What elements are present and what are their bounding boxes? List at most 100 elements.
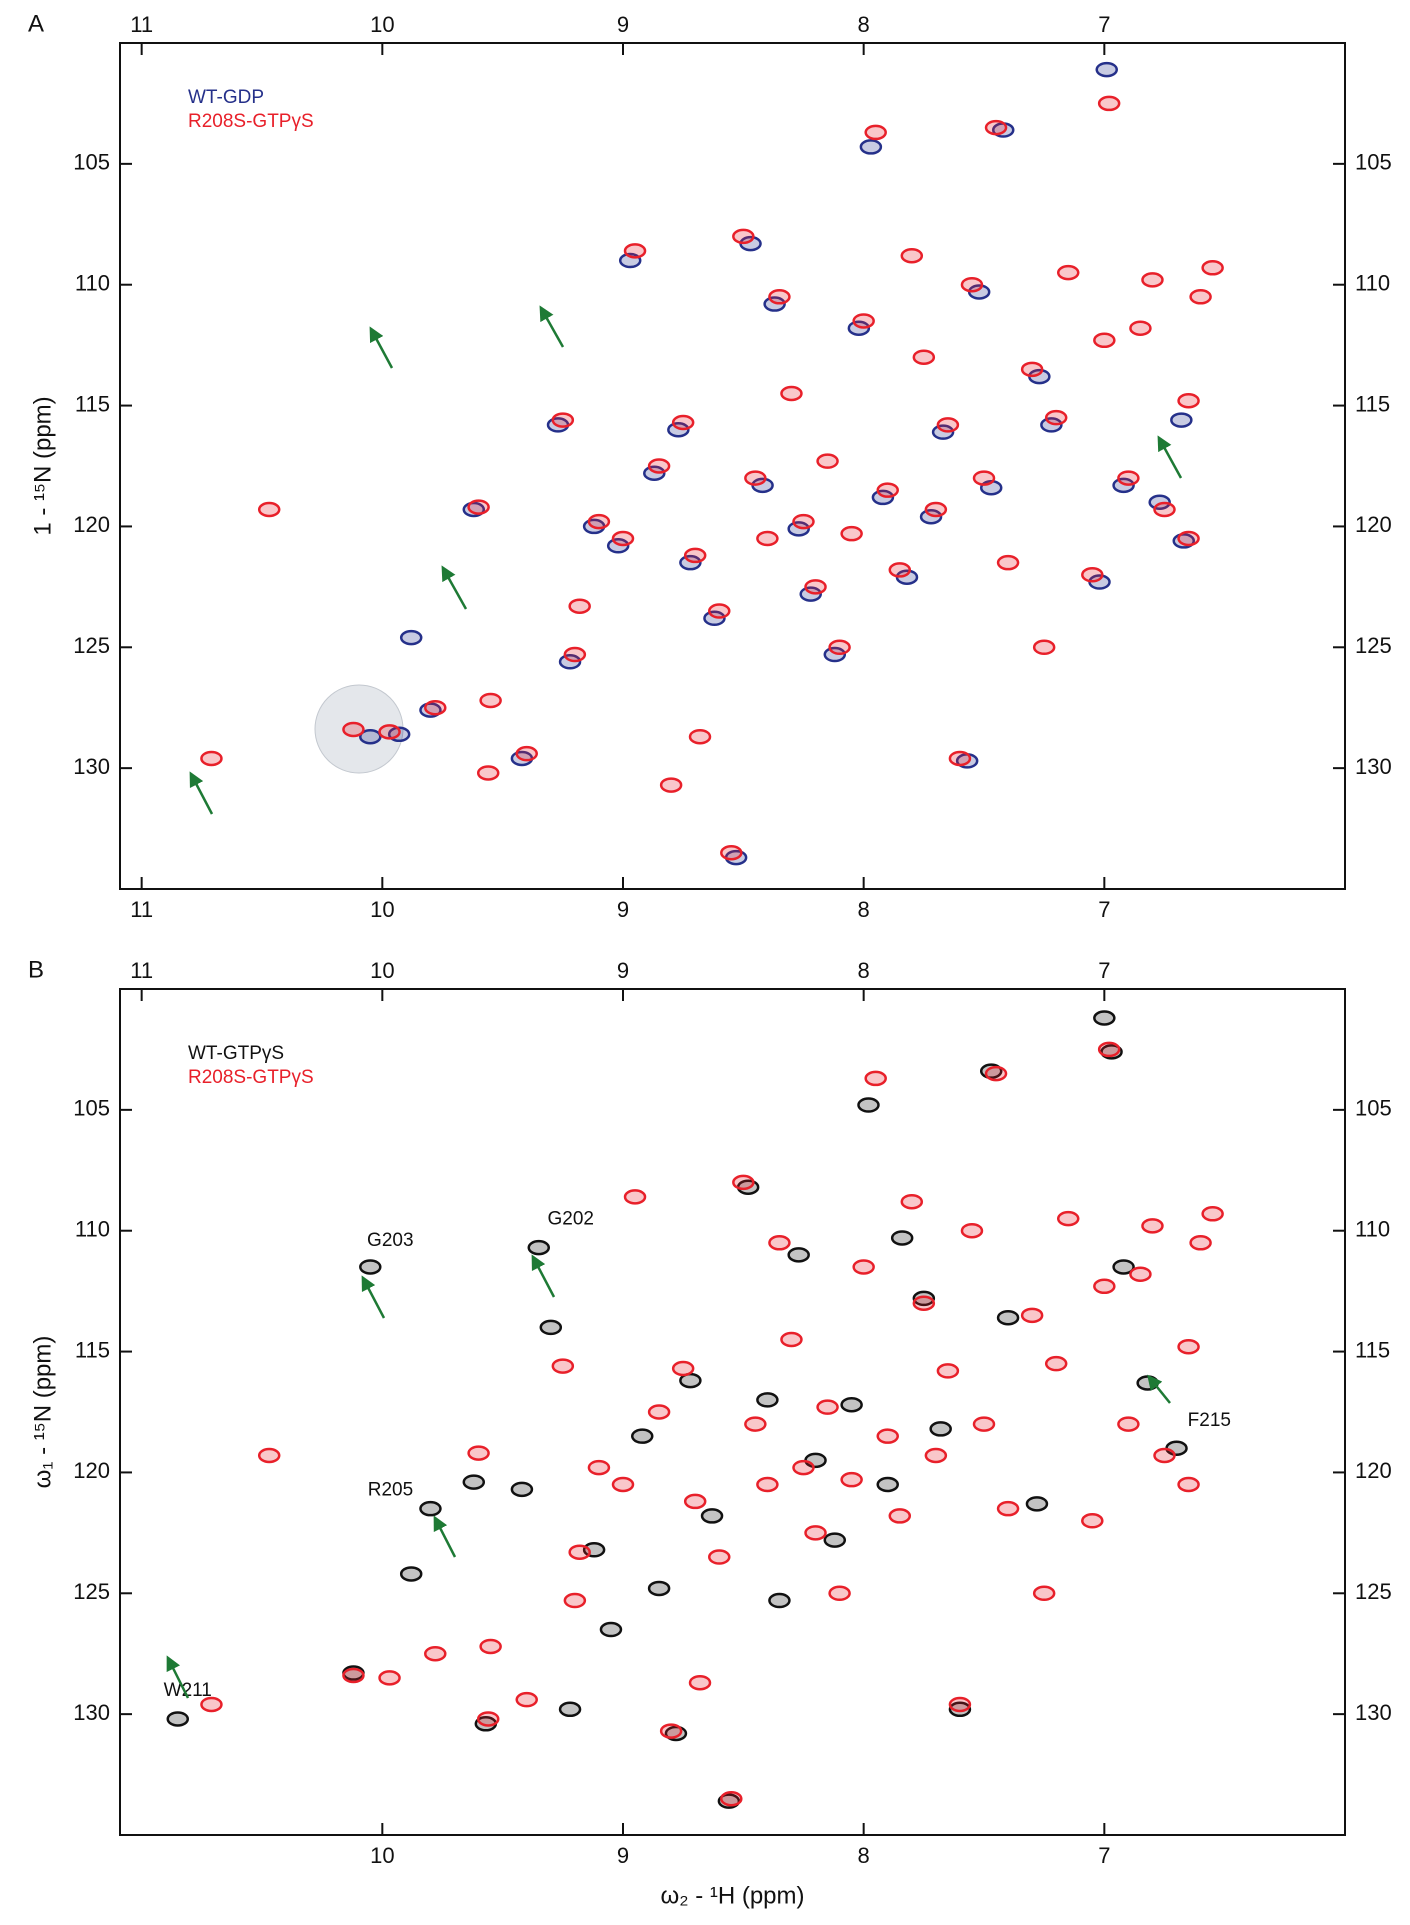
peak xyxy=(1141,272,1164,288)
peak xyxy=(683,547,707,564)
peak xyxy=(1093,1010,1116,1026)
peak xyxy=(732,228,755,245)
arrow xyxy=(361,1275,386,1319)
peak xyxy=(787,1247,810,1263)
y-tick-label: 105 xyxy=(1355,150,1392,175)
peak xyxy=(708,1549,731,1565)
peak xyxy=(1044,409,1068,426)
peak xyxy=(647,1404,671,1420)
peak xyxy=(568,1544,591,1560)
peak xyxy=(828,639,851,656)
peak xyxy=(1189,289,1212,305)
peak xyxy=(996,1500,1020,1517)
peak xyxy=(551,1358,575,1374)
peak xyxy=(799,586,822,602)
peak xyxy=(1170,412,1193,428)
peak xyxy=(948,1701,972,1718)
annotation: G202 xyxy=(548,1209,594,1230)
arrow xyxy=(539,305,565,348)
x-tick-label: 9 xyxy=(617,958,629,983)
peak xyxy=(378,1670,401,1686)
plot-frame xyxy=(119,988,1346,1836)
peak xyxy=(840,525,863,542)
peak xyxy=(792,513,815,530)
peak xyxy=(1117,470,1140,486)
peak xyxy=(890,1230,914,1246)
x-tick-label: 10 xyxy=(370,1843,394,1868)
peak xyxy=(900,1193,924,1210)
peak xyxy=(929,1421,952,1437)
y-tick-label: 115 xyxy=(1355,391,1390,416)
peak xyxy=(623,1189,647,1205)
peak xyxy=(912,1290,936,1307)
arrow xyxy=(369,326,394,369)
peak xyxy=(257,501,281,518)
peak xyxy=(768,289,791,305)
peak xyxy=(1117,1416,1140,1432)
y-tick-label: 120 xyxy=(1355,512,1392,537)
y-tick-label: 105 xyxy=(73,150,110,175)
peak xyxy=(768,1235,791,1251)
peak xyxy=(924,1447,948,1464)
peak xyxy=(611,1476,635,1493)
peak xyxy=(515,1691,538,1708)
peak xyxy=(551,412,575,428)
y-tick-label: 130 xyxy=(1355,754,1392,779)
x-tick-label: 11 xyxy=(130,897,153,922)
peak xyxy=(1177,392,1200,409)
y-tick-label: 115 xyxy=(1355,1337,1390,1362)
peak xyxy=(919,509,943,525)
x-tick-label: 11 xyxy=(130,12,153,37)
peak xyxy=(563,646,587,663)
peak xyxy=(342,1667,365,1684)
y-tick-label: 105 xyxy=(73,1096,110,1121)
peak xyxy=(780,1331,803,1348)
peak xyxy=(558,654,582,670)
x-tick-label: 8 xyxy=(858,958,870,983)
peak xyxy=(756,1392,779,1408)
arrow xyxy=(1157,435,1183,479)
peak xyxy=(900,247,924,264)
peak xyxy=(744,1416,767,1432)
peak xyxy=(859,139,883,155)
peak xyxy=(936,417,960,433)
peak xyxy=(823,1532,847,1548)
y-tick-label: 110 xyxy=(75,1217,110,1242)
peak xyxy=(1097,95,1121,112)
peak xyxy=(539,1319,563,1336)
peak xyxy=(1020,1307,1044,1324)
peak xyxy=(1129,1266,1152,1282)
peak xyxy=(683,1493,707,1510)
y-tick-label: 125 xyxy=(1355,633,1392,658)
peak xyxy=(1056,264,1080,281)
y-tick-label: 110 xyxy=(75,271,110,296)
peak xyxy=(780,385,803,402)
peak xyxy=(816,453,839,469)
peak xyxy=(720,1790,743,1807)
peak xyxy=(424,1645,447,1662)
arrow xyxy=(189,771,214,815)
peak xyxy=(787,521,810,537)
peak xyxy=(359,1259,382,1275)
peak xyxy=(1177,530,1200,547)
peak xyxy=(876,482,899,498)
peak xyxy=(667,421,690,438)
peak xyxy=(419,1500,442,1517)
peak xyxy=(467,499,490,515)
x-tick-label: 7 xyxy=(1098,897,1110,922)
annotation: G203 xyxy=(367,1230,413,1251)
peak xyxy=(847,320,871,336)
y-tick-label: 105 xyxy=(1355,1096,1392,1121)
peak xyxy=(960,1222,984,1239)
x-tick-label: 7 xyxy=(1098,12,1110,37)
peak xyxy=(756,530,779,547)
peak xyxy=(1081,1513,1104,1529)
peak xyxy=(936,1363,960,1379)
peak xyxy=(708,603,731,619)
arrow xyxy=(531,1254,556,1298)
peak xyxy=(647,458,671,474)
y-tick-label: 120 xyxy=(1355,1458,1392,1483)
peak xyxy=(1112,1259,1135,1275)
arrow xyxy=(166,1655,190,1699)
